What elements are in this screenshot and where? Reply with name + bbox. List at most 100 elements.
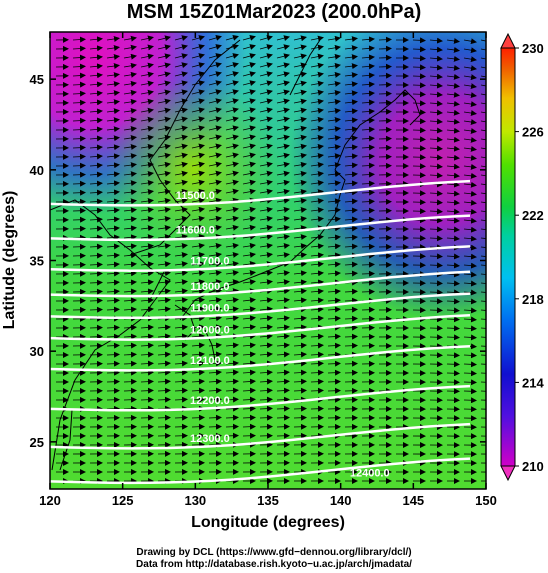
wind-arrow [157,351,171,358]
wind-arrow [123,180,137,187]
wind-arrow [480,93,486,96]
wind-arrow [106,180,120,187]
wind-arrow [242,333,256,340]
wind-arrow [191,270,205,277]
wind-arrow [293,197,307,204]
wind-arrow [429,226,443,233]
wind-arrow [327,270,341,277]
wind-arrow [446,199,460,206]
wind-arrow [446,172,460,179]
wind-arrow [446,181,460,188]
wind-arrow [123,351,137,358]
wind-arrow [293,71,307,78]
wind-arrow [429,100,443,107]
wind-arrow [174,215,188,222]
wind-arrow [208,89,222,96]
wind-arrow [123,234,137,241]
wind-arrow [446,289,460,296]
wind-arrow [72,162,86,169]
wind-arrow [208,62,222,68]
wind-arrow [157,270,171,277]
wind-arrow [157,234,171,241]
colorbar-tick-label: 226 [522,125,544,140]
wind-arrow [276,270,290,277]
wind-arrow [225,342,239,349]
wind-arrow [276,35,290,42]
wind-arrow [208,261,222,267]
wind-arrow [191,197,205,204]
wind-arrow [310,198,324,205]
wind-arrow [259,279,273,286]
wind-arrow [225,288,239,295]
wind-arrow [242,387,256,394]
wind-arrow [259,116,273,123]
wind-arrow [429,262,443,269]
wind-arrow [174,71,188,78]
wind-arrow [191,134,205,141]
wind-arrow [378,36,392,43]
wind-arrow [429,163,443,170]
wind-arrow [276,62,290,69]
wind-arrow [106,324,120,331]
wind-arrow [242,161,256,168]
contour-label: 11700.0 [190,256,229,268]
wind-arrow [259,324,273,331]
wind-arrow [429,55,443,62]
wind-arrow [480,246,486,248]
wind-arrow [327,243,341,250]
wind-arrow [89,99,103,106]
wind-arrow [225,161,239,168]
wind-arrow [174,170,188,177]
wind-arrow [225,170,239,177]
wind-arrow [344,144,358,151]
wind-arrow [446,271,460,278]
wind-arrow [429,118,443,125]
wind-arrow [174,98,188,105]
wind-arrow [480,147,486,150]
wind-arrow [463,110,477,116]
wind-arrow [480,264,486,266]
wind-arrow [225,107,239,114]
wind-arrow [208,143,222,150]
wind-arrow [140,342,154,349]
wind-arrow [480,219,486,222]
wind-arrow [259,306,273,313]
wind-arrow [123,144,137,150]
wind-arrow [480,111,486,114]
wind-arrow [89,270,103,277]
wind-arrow [361,72,375,79]
wind-arrow [480,282,486,284]
wind-arrow [174,279,188,286]
wind-arrow [293,243,307,250]
wind-arrow [225,297,239,304]
colorbar-tick-label: 222 [522,208,544,223]
wind-arrow [293,234,307,241]
wind-arrow [89,243,103,250]
wind-arrow [208,71,222,77]
wind-arrow [242,98,256,105]
y-tick-label: 30 [30,344,44,359]
wind-arrow [191,224,205,231]
wind-arrow [480,201,486,204]
wind-arrow [123,171,137,178]
wind-arrow [446,298,460,305]
wind-arrow [225,215,239,222]
wind-arrow [157,324,171,331]
colorbar-tick-label: 230 [522,41,544,56]
wind-arrow [174,35,188,41]
wind-arrow [429,235,443,242]
wind-arrow [361,189,375,196]
contour-label: 12000.0 [190,324,230,336]
wind-arrow [140,297,154,304]
wind-arrow [276,234,290,240]
contour-label: 11800.0 [190,281,229,293]
wind-arrow [276,71,290,78]
wind-arrow [480,318,486,320]
wind-arrow [259,188,273,195]
wind-arrow [106,45,120,51]
wind-arrow [429,253,443,260]
wind-arrow [310,53,324,60]
wind-arrow [174,143,188,150]
wind-arrow [157,243,171,250]
wind-arrow [157,125,171,132]
